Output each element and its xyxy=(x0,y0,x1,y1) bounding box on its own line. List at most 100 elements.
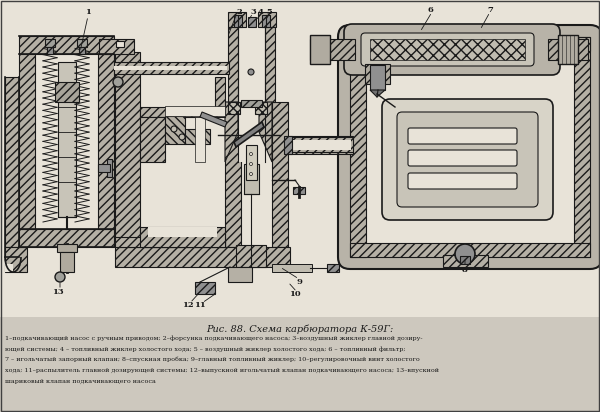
Bar xyxy=(228,102,240,114)
Bar xyxy=(58,62,76,217)
Bar xyxy=(115,237,225,247)
Text: 8: 8 xyxy=(462,266,468,274)
Polygon shape xyxy=(234,122,264,147)
Bar xyxy=(443,255,488,267)
Bar xyxy=(293,140,351,150)
Bar xyxy=(238,102,265,162)
Bar xyxy=(47,47,53,54)
Bar xyxy=(98,164,110,172)
Bar xyxy=(5,264,13,272)
Bar xyxy=(228,27,238,102)
Bar xyxy=(350,37,590,51)
Bar xyxy=(114,62,229,74)
FancyBboxPatch shape xyxy=(338,25,600,269)
Bar xyxy=(350,37,366,257)
Polygon shape xyxy=(259,102,272,162)
Bar xyxy=(195,117,205,162)
Bar xyxy=(241,100,262,107)
Bar xyxy=(35,54,98,229)
Bar xyxy=(0,0,600,317)
Text: 12: 12 xyxy=(182,301,194,309)
Bar xyxy=(238,27,265,102)
Polygon shape xyxy=(200,112,227,127)
Text: ющей системы; 4 – топливный жиклер холостого хода; 5 – воздушный жиклер холостог: ющей системы; 4 – топливный жиклер холос… xyxy=(5,346,406,352)
Text: 3: 3 xyxy=(250,8,256,16)
Text: 6: 6 xyxy=(427,6,433,14)
Bar xyxy=(246,145,257,180)
Text: шариковый клапан подкачивающего насоса: шариковый клапан подкачивающего насоса xyxy=(5,379,156,384)
Bar xyxy=(107,159,112,177)
Bar xyxy=(79,47,85,54)
Bar xyxy=(114,66,227,70)
FancyBboxPatch shape xyxy=(361,33,534,66)
Bar xyxy=(370,65,385,90)
Bar xyxy=(19,36,114,54)
Bar xyxy=(234,15,242,27)
Bar xyxy=(228,12,246,27)
Bar xyxy=(258,12,276,27)
Text: 1: 1 xyxy=(85,8,91,16)
Bar xyxy=(293,187,305,194)
Bar xyxy=(115,52,140,247)
Bar xyxy=(255,102,267,114)
Text: 4: 4 xyxy=(258,8,264,16)
FancyBboxPatch shape xyxy=(397,112,538,207)
Bar xyxy=(116,41,124,47)
Bar xyxy=(262,15,270,27)
Circle shape xyxy=(248,69,254,75)
Bar xyxy=(98,54,114,229)
Bar xyxy=(350,243,590,257)
Bar xyxy=(99,39,134,54)
Bar xyxy=(272,102,288,247)
Text: 1–подкачивающий насос с ручным приводом; 2–форсунка подкачивающего насоса; 3–воз: 1–подкачивающий насос с ручным приводом;… xyxy=(5,335,422,341)
Text: 13: 13 xyxy=(52,288,64,296)
Bar xyxy=(310,39,355,60)
Text: Рис. 88. Схема карбюратора К-59Г:: Рис. 88. Схема карбюратора К-59Г: xyxy=(206,324,394,333)
Circle shape xyxy=(250,152,253,155)
Circle shape xyxy=(455,244,475,264)
Bar xyxy=(265,27,275,102)
Text: 9: 9 xyxy=(296,278,302,286)
FancyBboxPatch shape xyxy=(408,173,517,189)
Circle shape xyxy=(250,173,253,176)
Bar xyxy=(165,116,185,144)
FancyBboxPatch shape xyxy=(382,99,553,220)
Text: 7: 7 xyxy=(487,6,493,14)
Bar xyxy=(236,245,266,267)
Text: 2: 2 xyxy=(236,8,242,16)
Bar xyxy=(460,256,470,264)
Bar xyxy=(0,317,600,412)
Bar xyxy=(574,37,590,257)
Polygon shape xyxy=(370,90,385,97)
Circle shape xyxy=(55,272,65,282)
Bar xyxy=(248,17,256,27)
Text: 7 – игольчатый запорный клапан; 8–спускная пробка; 9–главный топливный жиклер; 1: 7 – игольчатый запорный клапан; 8–спускн… xyxy=(5,357,420,363)
Bar xyxy=(272,264,312,272)
Bar xyxy=(60,252,74,272)
Bar xyxy=(228,267,252,282)
Bar xyxy=(185,129,210,144)
Circle shape xyxy=(250,162,253,166)
Bar xyxy=(284,136,292,154)
Polygon shape xyxy=(140,117,165,162)
Bar xyxy=(165,106,225,116)
FancyBboxPatch shape xyxy=(354,41,586,253)
FancyBboxPatch shape xyxy=(344,24,560,75)
Bar xyxy=(140,227,225,247)
Circle shape xyxy=(113,77,123,87)
Bar xyxy=(148,227,217,237)
Bar xyxy=(5,247,27,272)
Bar xyxy=(195,282,215,294)
Text: хода; 11–распылитель главной дозирующей системы; 12–выпускной игольчатый клапан : хода; 11–распылитель главной дозирующей … xyxy=(5,368,439,373)
Bar xyxy=(5,77,19,247)
Bar xyxy=(310,35,330,64)
Bar xyxy=(55,82,79,102)
Bar xyxy=(288,136,353,154)
Bar xyxy=(244,164,259,194)
Text: 11: 11 xyxy=(194,301,206,309)
Bar xyxy=(19,229,114,247)
Bar xyxy=(327,264,339,272)
Bar xyxy=(365,64,390,84)
Bar xyxy=(370,39,525,60)
Circle shape xyxy=(171,126,177,132)
